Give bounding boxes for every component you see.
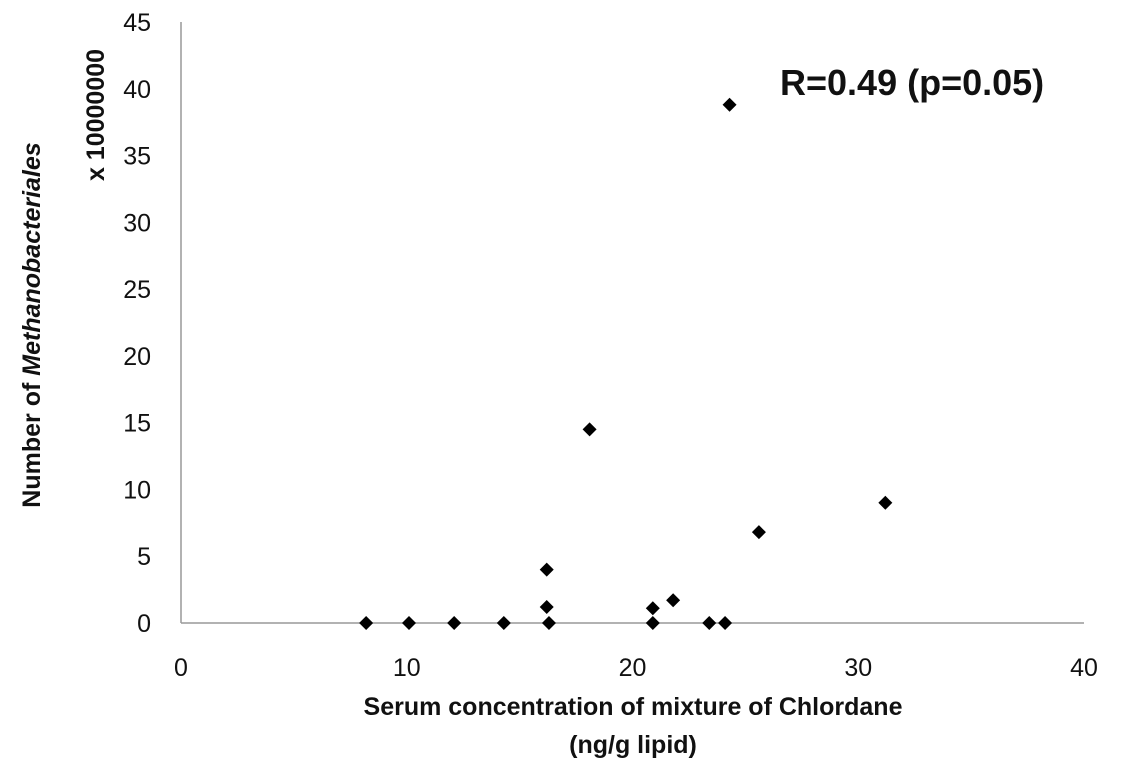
y-tick-label: 40 — [123, 76, 151, 104]
data-point — [582, 422, 597, 437]
y-tick-label: 0 — [137, 610, 151, 638]
y-axis-label: Number of Methanobacteriales — [18, 142, 46, 507]
y-tick-label: 30 — [123, 209, 151, 237]
data-point — [402, 616, 417, 630]
x-axis-label-line2: (ng/g lipid) — [569, 731, 697, 759]
y-tick-label: 10 — [123, 476, 151, 504]
data-point — [496, 616, 511, 630]
x-tick-label: 10 — [393, 654, 421, 682]
data-point — [751, 525, 766, 540]
data-point — [539, 562, 554, 577]
data-point — [666, 593, 681, 608]
data-point — [878, 495, 893, 510]
y-tick-label: 20 — [123, 343, 151, 371]
data-point — [645, 616, 660, 630]
data-point — [718, 616, 733, 630]
y-tick-label: 35 — [123, 143, 151, 171]
y-axis-label-line2: x 10000000 — [82, 49, 110, 181]
data-point — [539, 599, 554, 614]
x-tick-label: 40 — [1070, 654, 1098, 682]
data-point — [447, 616, 462, 630]
x-tick-label: 0 — [174, 654, 188, 682]
y-axis-label-prefix: Number of — [18, 376, 46, 508]
x-tick-label: 20 — [619, 654, 647, 682]
x-axis-label-line1: Serum concentration of mixture of Chlord… — [364, 693, 903, 721]
y-tick-labels: 0 5 10 15 20 25 30 35 40 45 — [123, 9, 151, 638]
y-tick-label: 5 — [137, 543, 151, 571]
y-tick-label: 25 — [123, 276, 151, 304]
y-tick-label: 15 — [123, 410, 151, 438]
data-point — [645, 601, 660, 616]
data-point — [359, 616, 374, 630]
y-tick-label: 45 — [123, 9, 151, 37]
x-tick-label: 30 — [844, 654, 872, 682]
y-axis-label-italic: Methanobacteriales — [18, 142, 46, 376]
data-points — [359, 97, 893, 630]
data-point — [541, 616, 556, 630]
x-tick-labels: 0 10 20 30 40 — [174, 654, 1098, 682]
correlation-annotation: R=0.49 (p=0.05) — [780, 62, 1044, 103]
data-point — [702, 616, 717, 630]
data-point — [722, 97, 737, 112]
